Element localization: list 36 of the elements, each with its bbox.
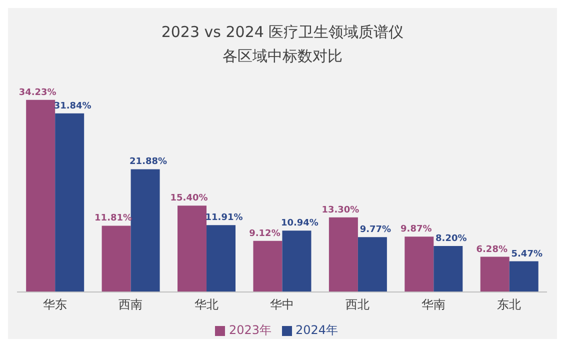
- data-label: 9.12%: [249, 228, 280, 239]
- bar: [130, 169, 160, 292]
- data-label: 8.20%: [436, 234, 467, 244]
- data-label: 10.94%: [280, 218, 318, 229]
- x-tick-label: 东北: [497, 298, 522, 312]
- bar: [434, 246, 463, 292]
- bar: [404, 236, 434, 292]
- bar: [178, 206, 207, 292]
- bar: [26, 100, 56, 292]
- x-tick-label: 西北: [346, 298, 370, 312]
- data-label: 9.87%: [400, 224, 432, 235]
- bar: [328, 217, 358, 292]
- data-label: 13.30%: [322, 205, 360, 216]
- x-tick-label: 西南: [118, 298, 143, 312]
- bar: [509, 261, 538, 292]
- bar: [480, 256, 510, 292]
- chart-title: 2023 vs 2024 医疗卫生领域质谱仪: [160, 22, 405, 43]
- legend-label: 2023年: [228, 323, 272, 337]
- bar: [282, 230, 312, 292]
- data-label: 15.40%: [170, 194, 208, 204]
- data-label: 9.77%: [360, 225, 392, 236]
- x-tick-label: 华中: [270, 298, 294, 312]
- bar: [206, 225, 236, 292]
- bar: [55, 113, 84, 292]
- bar: [253, 240, 282, 292]
- x-tick-label: 华南: [421, 298, 446, 312]
- x-tick-label: 华北: [194, 298, 218, 312]
- bar: [102, 226, 131, 292]
- data-label: 21.88%: [130, 157, 168, 168]
- data-label: 34.23%: [18, 88, 56, 98]
- data-label: 6.28%: [476, 244, 508, 255]
- data-label: 5.47%: [511, 249, 542, 260]
- legend-label: 2024年: [296, 323, 338, 337]
- bar: [358, 237, 387, 292]
- x-tick-label: 华东: [42, 298, 67, 312]
- chart-subtitle: 各区域中标数对比: [222, 46, 344, 67]
